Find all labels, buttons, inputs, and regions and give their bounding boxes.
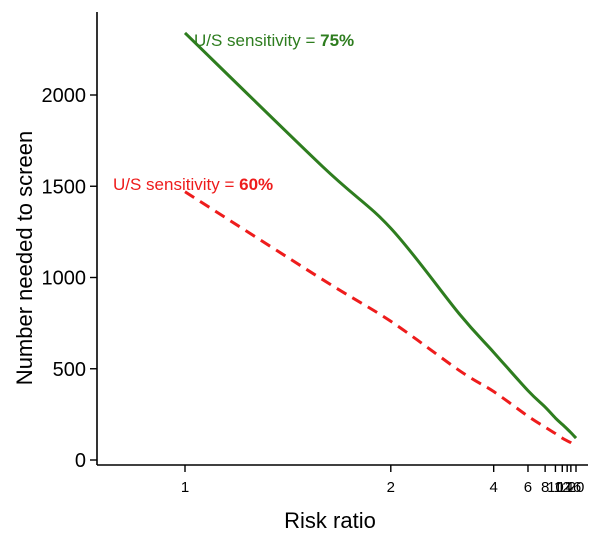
x-tick-label: 1 (181, 479, 189, 496)
annotation-75-prefix: U/S sensitivity = (194, 31, 320, 50)
series-layer (183, 31, 578, 448)
annotation-75-value: 75% (320, 31, 354, 50)
annotation-60-prefix: U/S sensitivity = (113, 175, 239, 194)
x-tick-label: 8 (541, 479, 549, 496)
x-tick-label: 14 (557, 479, 574, 496)
series-line-sensitivity-60 (184, 190, 577, 448)
x-tick-label: 2 (387, 479, 395, 496)
y-tick-label: 2000 (42, 85, 87, 107)
y-axis-title: Number needed to screen (12, 131, 37, 385)
axes (96, 12, 588, 466)
y-ticks: 0 500 1000 1500 2000 (42, 85, 97, 472)
annotation-sensitivity-75: U/S sensitivity = 75% (194, 31, 354, 50)
annotation-sensitivity-60: U/S sensitivity = 60% (113, 175, 273, 194)
series-line-sensitivity-75 (183, 31, 578, 440)
x-tick-label: 10 (547, 479, 564, 496)
y-tick-label: 1500 (42, 176, 87, 198)
x-tick-label: 20 (568, 479, 585, 496)
x-axis-title: Risk ratio (284, 508, 376, 533)
annotation-60-value: 60% (239, 175, 273, 194)
x-tick-label: 12 (554, 479, 571, 496)
annotations: U/S sensitivity = 75% U/S sensitivity = … (113, 31, 354, 194)
x-tick-label: 16 (565, 479, 582, 496)
y-tick-label: 500 (53, 359, 86, 381)
y-tick-label: 1000 (42, 268, 87, 290)
x-tick-label: 6 (524, 479, 532, 496)
x-tick-label: 4 (490, 479, 498, 496)
y-tick-label: 0 (75, 450, 86, 472)
